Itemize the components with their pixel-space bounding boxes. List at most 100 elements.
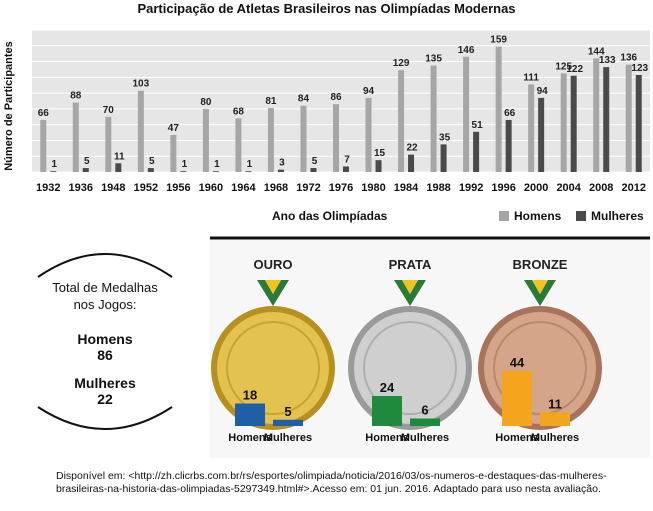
data-label-mulheres-1932: 1 bbox=[51, 159, 57, 170]
data-label-mulheres-2000: 94 bbox=[537, 86, 549, 97]
bar-homens-2008 bbox=[593, 58, 600, 172]
medal-value-ouro-homens: 18 bbox=[243, 388, 257, 403]
medal-category-bronze-mulheres: Mulheres bbox=[531, 432, 579, 444]
medal-ouro: OURO 18 Homens 5 Mulheres bbox=[211, 257, 335, 444]
bar-homens-1948 bbox=[105, 116, 112, 172]
medal-bronze: BRONZE 44 Homens 11 Mulheres bbox=[478, 257, 602, 444]
bar-mulheres-1936 bbox=[82, 168, 89, 172]
medal-bar-bronze-homens bbox=[502, 371, 532, 426]
bar-homens-2012 bbox=[625, 64, 632, 172]
participation-bar-chart: 6611932885193670111948103519524711956801… bbox=[32, 29, 650, 194]
x-tick-label-1976: 1976 bbox=[329, 182, 353, 194]
medal-value-prata-mulheres: 6 bbox=[421, 403, 428, 418]
legend-item-homens: Homens bbox=[499, 209, 561, 223]
data-label-mulheres-1992: 51 bbox=[472, 120, 484, 131]
x-tick-label-1960: 1960 bbox=[199, 182, 223, 194]
x-tick-label-1984: 1984 bbox=[394, 182, 419, 194]
bar-mulheres-2012 bbox=[635, 74, 642, 172]
medal-total-women-value: 22 bbox=[97, 391, 113, 407]
x-tick-label-1980: 1980 bbox=[361, 182, 385, 194]
source-citation: Disponível em: <http://zh.clicrbs.com.br… bbox=[56, 470, 607, 495]
data-label-mulheres-1956: 1 bbox=[182, 159, 188, 170]
x-tick-label-1972: 1972 bbox=[296, 182, 320, 194]
data-label-homens-1964: 68 bbox=[233, 106, 245, 117]
x-tick-label-1952: 1952 bbox=[134, 182, 158, 194]
medal-total-title-line2: nos Jogos: bbox=[73, 297, 137, 312]
data-label-mulheres-1976: 7 bbox=[344, 154, 350, 165]
medal-total-men-value: 86 bbox=[97, 347, 113, 363]
medal-category-prata-mulheres: Mulheres bbox=[401, 432, 449, 444]
x-tick-label-1996: 1996 bbox=[491, 182, 515, 194]
data-label-homens-1936: 88 bbox=[70, 91, 82, 102]
medal-bar-prata-mulheres bbox=[410, 418, 440, 426]
bar-mulheres-2008 bbox=[603, 67, 610, 172]
x-tick-label-2004: 2004 bbox=[556, 182, 581, 194]
medal-bar-bronze-mulheres bbox=[540, 412, 570, 426]
bar-mulheres-1988 bbox=[440, 144, 447, 172]
medal-wreath-prata bbox=[363, 321, 457, 415]
bar-mulheres-1972 bbox=[310, 168, 317, 172]
bar-mulheres-1980 bbox=[375, 160, 382, 172]
bar-homens-1988 bbox=[430, 65, 437, 172]
medal-title-bronze: BRONZE bbox=[513, 257, 568, 272]
data-label-mulheres-2008: 133 bbox=[599, 55, 616, 66]
medals-panel: OURO 18 Homens 5 Mulheres PRATA 24 Homens 6 Mulhe… bbox=[210, 236, 650, 458]
legend-item-mulheres: Mulheres bbox=[576, 209, 644, 223]
data-label-mulheres-1952: 5 bbox=[149, 156, 155, 167]
plot-background bbox=[32, 30, 650, 172]
data-label-homens-2008: 144 bbox=[588, 46, 605, 57]
bar-homens-1972 bbox=[300, 105, 307, 172]
data-label-homens-1992: 146 bbox=[458, 45, 475, 56]
medal-ribbon-bronze bbox=[524, 280, 556, 306]
medal-total-box: Total de Medalhas nos Jogos: Homens 86 M… bbox=[20, 239, 190, 439]
medal-ribbon-center-prata bbox=[402, 280, 418, 294]
data-label-mulheres-1984: 22 bbox=[406, 143, 418, 154]
medal-face-prata bbox=[354, 312, 466, 424]
medal-total-arcs bbox=[37, 253, 173, 430]
data-label-mulheres-1988: 35 bbox=[439, 132, 451, 143]
medal-bar-ouro-homens bbox=[235, 403, 265, 426]
bar-mulheres-1956 bbox=[180, 171, 187, 172]
bar-homens-1992 bbox=[463, 56, 470, 173]
data-label-mulheres-2004: 122 bbox=[566, 64, 583, 75]
medal-title-ouro: OURO bbox=[254, 257, 293, 272]
data-label-homens-1960: 80 bbox=[200, 97, 212, 108]
bar-mulheres-1960 bbox=[212, 171, 219, 172]
medal-total-men: Homens 86 bbox=[20, 331, 190, 363]
data-label-homens-1984: 129 bbox=[393, 58, 410, 69]
legend-swatch-homens bbox=[499, 211, 509, 221]
medal-value-bronze-mulheres: 11 bbox=[548, 396, 562, 411]
medal-category-prata-homens: Homens bbox=[365, 432, 408, 444]
legend-label-homens: Homens bbox=[514, 209, 562, 223]
data-label-homens-1972: 84 bbox=[298, 94, 310, 105]
data-label-homens-2012: 136 bbox=[620, 53, 637, 64]
bar-homens-2000 bbox=[528, 84, 535, 172]
bar-mulheres-1932 bbox=[50, 171, 57, 172]
bar-mulheres-1976 bbox=[343, 166, 349, 172]
medal-value-ouro-mulheres: 5 bbox=[284, 404, 291, 419]
medal-total-title-line1: Total de Medalhas bbox=[52, 280, 158, 295]
x-tick-label-1988: 1988 bbox=[426, 182, 450, 194]
medal-ribbon-center-bronze bbox=[532, 280, 548, 294]
bar-mulheres-1984 bbox=[408, 154, 415, 172]
medal-bar-prata-homens bbox=[372, 396, 402, 426]
legend-swatch-mulheres bbox=[576, 211, 586, 221]
data-label-mulheres-2012: 123 bbox=[631, 63, 648, 74]
data-label-mulheres-1968: 3 bbox=[279, 158, 285, 169]
bar-homens-2004 bbox=[560, 73, 567, 172]
data-label-mulheres-1964: 1 bbox=[247, 159, 253, 170]
bar-homens-1976 bbox=[333, 104, 339, 172]
medal-total-men-label: Homens bbox=[77, 331, 133, 347]
chart-title: Participação de Atletas Brasileiros nas … bbox=[137, 1, 516, 16]
bar-homens-1984 bbox=[398, 70, 405, 172]
medal-prata: PRATA 24 Homens 6 Mulheres bbox=[348, 257, 472, 444]
bar-mulheres-1952 bbox=[147, 168, 154, 172]
data-label-mulheres-1960: 1 bbox=[214, 159, 220, 170]
top-arc bbox=[37, 253, 173, 278]
data-label-homens-2004: 125 bbox=[555, 61, 572, 72]
data-label-mulheres-1936: 5 bbox=[84, 156, 90, 167]
medal-value-prata-homens: 24 bbox=[380, 380, 395, 395]
x-tick-label-1964: 1964 bbox=[231, 182, 256, 194]
data-label-homens-1948: 70 bbox=[103, 105, 115, 116]
medal-bar-ouro-mulheres bbox=[273, 419, 303, 426]
